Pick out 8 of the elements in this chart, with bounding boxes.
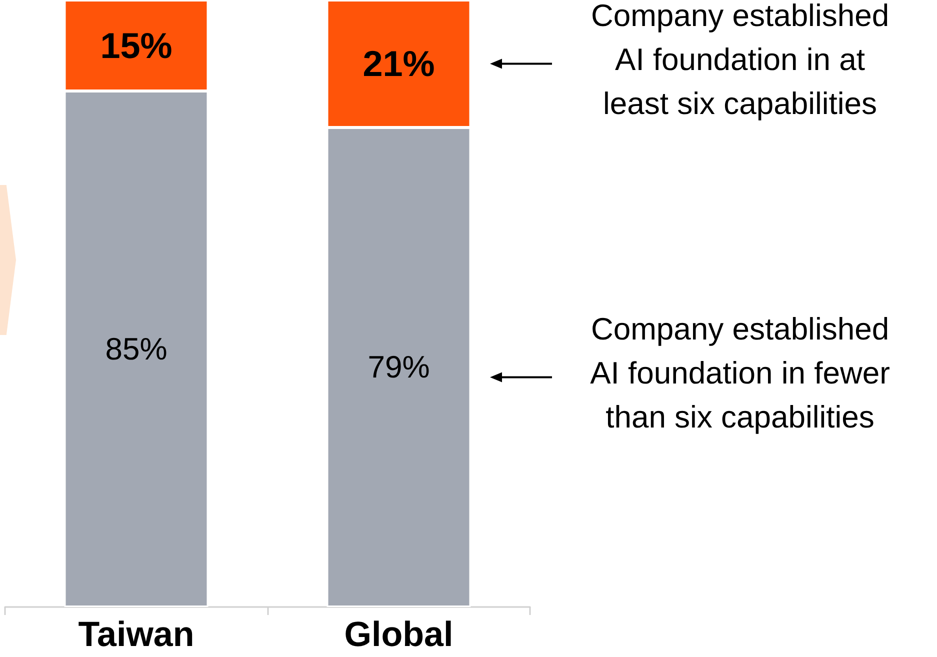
data-label: 21% [362,43,435,84]
x-tick-label: Taiwan [78,615,194,654]
data-label: 85% [105,332,168,367]
text: Company established AI foundation in at least six capabilities [590,0,890,122]
data-label: 15% [100,25,172,66]
data-label: 79% [368,350,430,385]
text: Company established AI foundation in fewer than six capabilities [590,312,890,435]
x-tick-label: Global [344,615,454,654]
